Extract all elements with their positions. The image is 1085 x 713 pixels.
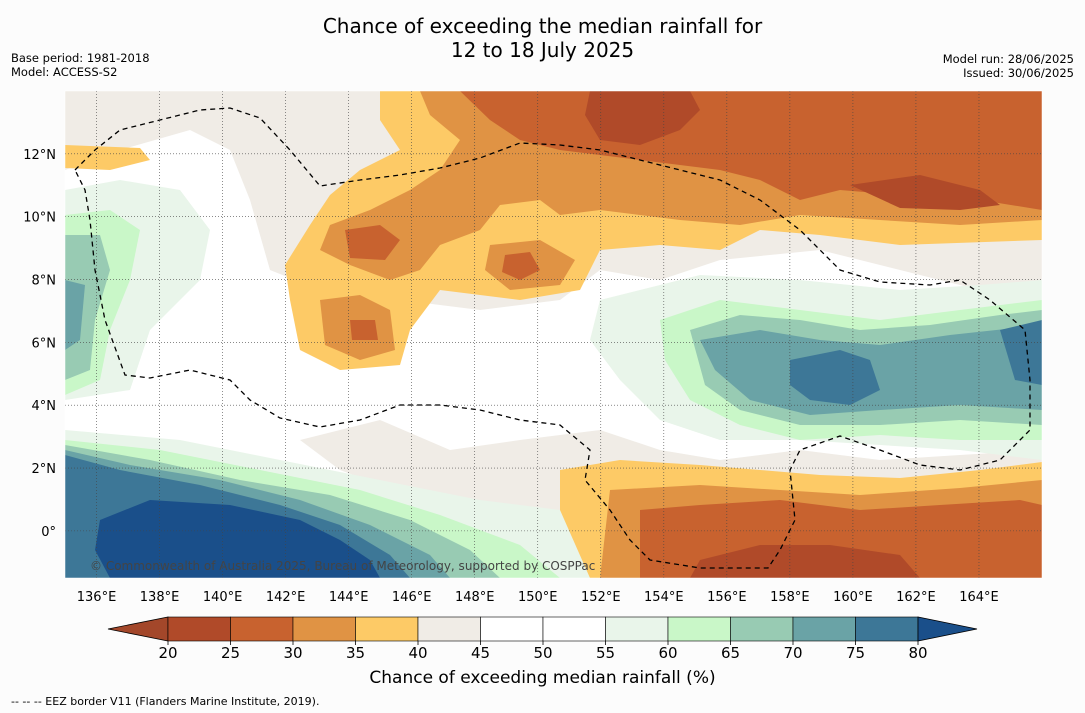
colorbar: 20 25 30 35 40 45 50 55 60 65 70 75 80 [107, 616, 978, 662]
latitude-tick-label: 12°N [23, 148, 56, 163]
longitude-tick-label: 138°E [140, 590, 180, 605]
longitude-tick-label: 158°E [770, 590, 810, 605]
title-line-1: Chance of exceeding the median rainfall … [322, 14, 763, 38]
run-info: Model run: 28/06/2025 Issued: 30/06/2025 [943, 52, 1074, 80]
longitude-tick-label: 164°E [959, 590, 999, 605]
eez-border [74, 107, 1031, 569]
colorbar-bin [855, 616, 919, 642]
zone-65-70-west [65, 235, 110, 380]
eez-footnote: -- -- -- EEZ border V11 (Flanders Marine… [11, 695, 320, 708]
zone-35-40-west-strip [65, 145, 150, 170]
model-name: Model: ACCESS-S2 [11, 65, 118, 79]
zone-75-80-east [790, 350, 880, 405]
zone-25-30-blob-1 [345, 225, 400, 260]
longitude-tick-label: 144°E [329, 590, 369, 605]
latitude-tick-label: 4°N [32, 399, 57, 414]
latitude-tick-label: 6°N [32, 336, 57, 351]
longitude-tick-label: 136°E [77, 590, 117, 605]
zone-20-25-south [690, 545, 920, 578]
map-frame [64, 90, 1043, 579]
colorbar-tick-label: 55 [596, 644, 615, 662]
colorbar-bin [230, 616, 294, 642]
longitude-tick-label: 150°E [518, 590, 558, 605]
zone-25-30-blob-2 [502, 252, 540, 280]
longitude-tick-label: 154°E [644, 590, 684, 605]
zone-20-25-northeast [850, 175, 1000, 210]
rainfall-map [65, 91, 1042, 578]
longitude-tick-label: 148°E [455, 590, 495, 605]
zone-25-30-blob-3 [350, 320, 378, 340]
colorbar-tick-label: 20 [158, 644, 177, 662]
longitude-tick-label: 146°E [392, 590, 432, 605]
longitude-tick-labels: 136°E 138°E 140°E 142°E 144°E 146°E 148°E 150°E… [77, 590, 999, 605]
zone-above-80-southwest [95, 500, 380, 578]
colorbar-tick-label: 60 [658, 644, 677, 662]
colorbar-tick-label: 75 [846, 644, 865, 662]
colorbar-tick-label: 25 [221, 644, 240, 662]
longitude-tick-label: 152°E [581, 590, 621, 605]
model-run: Model run: 28/06/2025 [942, 52, 1074, 66]
longitude-tick-label: 162°E [896, 590, 936, 605]
colorbar-tick-label: 40 [408, 644, 427, 662]
colorbar-bin [542, 616, 606, 642]
title-line-2: 12 to 18 July 2025 [450, 38, 635, 62]
model-info: Base period: 1981-2018 Model: ACCESS-S2 [11, 51, 150, 79]
colorbar-bin [292, 616, 356, 642]
longitude-tick-label: 156°E [707, 590, 747, 605]
colorbar-tick-label: 45 [471, 644, 490, 662]
colorbar-tick-label: 65 [721, 644, 740, 662]
colorbar-tick-label: 35 [346, 644, 365, 662]
colorbar-bin [605, 616, 669, 642]
copyright-notice: © Commonwealth of Australia 2025, Bureau… [90, 559, 595, 573]
colorbar-tick-label: 30 [283, 644, 302, 662]
colorbar-extend-low [107, 616, 169, 642]
colorbar-label: Chance of exceeding median rainfall (%) [369, 668, 716, 688]
colorbar-bin [355, 616, 419, 642]
longitude-tick-label: 140°E [203, 590, 243, 605]
map-title: Chance of exceeding the median rainfall … [0, 14, 1085, 62]
zone-70-75-west [65, 280, 85, 350]
latitude-tick-label: 8°N [32, 274, 57, 289]
colorbar-bin [167, 616, 231, 642]
colorbar-bin [667, 616, 731, 642]
colorbar-tick-label: 50 [533, 644, 552, 662]
colorbar-extend-high [917, 616, 978, 642]
latitude-tick-labels: 0° 2°N 4°N 6°N 8°N 10°N 12°N [23, 148, 56, 540]
latitude-tick-label: 0° [41, 525, 56, 540]
colorbar-tick-label: 80 [908, 644, 927, 662]
issued-date: Issued: 30/06/2025 [963, 66, 1074, 80]
latitude-tick-label: 10°N [23, 211, 56, 226]
base-period: Base period: 1981-2018 [11, 51, 150, 65]
colorbar-bin [480, 616, 544, 642]
latitude-tick-label: 2°N [32, 462, 57, 477]
colorbar-bin [417, 616, 481, 642]
colorbar-bin [730, 616, 794, 642]
zone-20-25-north [585, 91, 700, 145]
longitude-tick-label: 160°E [833, 590, 873, 605]
longitude-tick-label: 142°E [266, 590, 306, 605]
colorbar-tick-label: 70 [783, 644, 802, 662]
zone-75-80-far-east [1000, 320, 1042, 385]
graticule [65, 91, 1042, 578]
colorbar-bin [792, 616, 856, 642]
